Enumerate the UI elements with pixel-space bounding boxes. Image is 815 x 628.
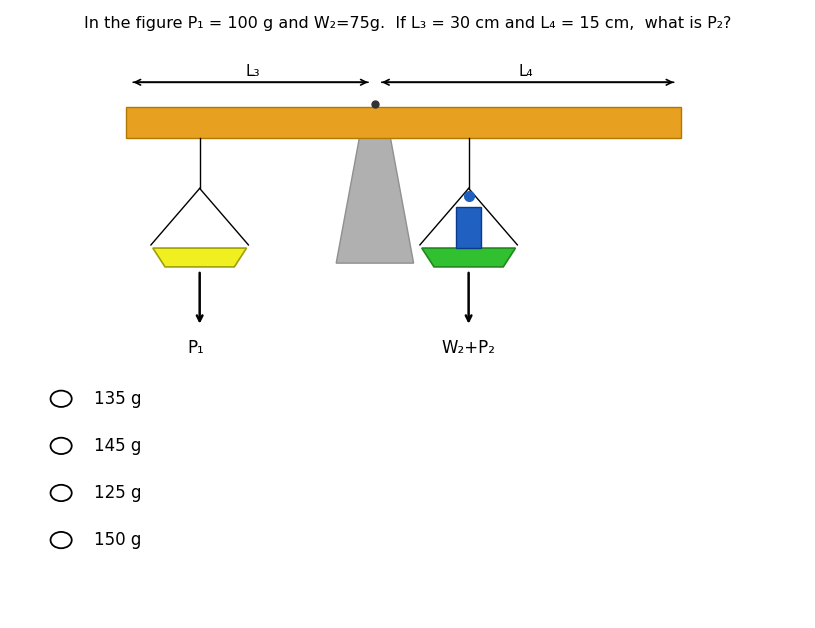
Text: In the figure P₁ = 100 g and W₂=75g.  If L₃ = 30 cm and L₄ = 15 cm,  what is P₂?: In the figure P₁ = 100 g and W₂=75g. If … [84, 16, 731, 31]
Polygon shape [422, 248, 515, 267]
Text: P₁: P₁ [187, 339, 204, 357]
Text: 150 g: 150 g [94, 531, 141, 549]
Polygon shape [337, 138, 414, 263]
Text: L₄: L₄ [518, 64, 533, 79]
Text: 135 g: 135 g [94, 390, 141, 408]
Text: L₃: L₃ [245, 64, 260, 79]
Bar [456, 207, 481, 248]
Polygon shape [153, 248, 246, 267]
Bar [126, 107, 681, 138]
Text: W₂+P₂: W₂+P₂ [442, 339, 496, 357]
Text: 145 g: 145 g [94, 437, 141, 455]
Text: 125 g: 125 g [94, 484, 141, 502]
